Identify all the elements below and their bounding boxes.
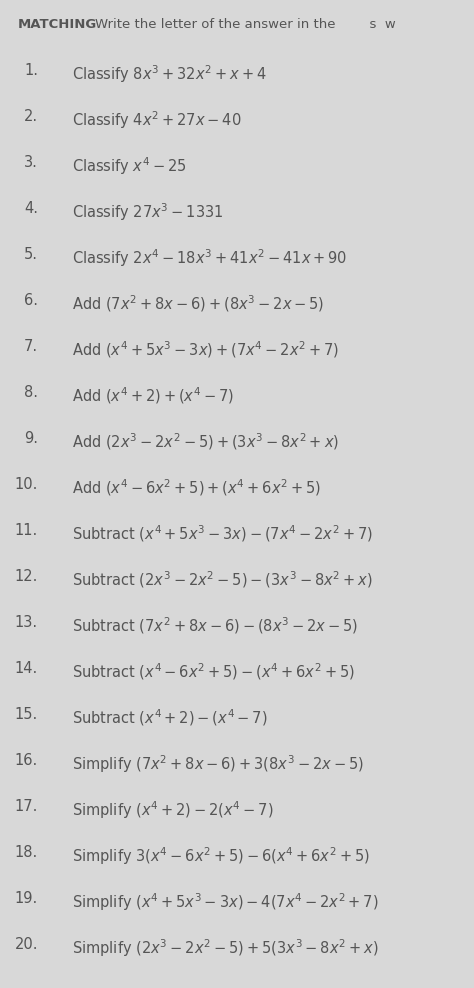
Text: 10.: 10. (15, 477, 38, 492)
Text: Classify $4x^2+27x-40$: Classify $4x^2+27x-40$ (72, 109, 241, 130)
Text: 16.: 16. (15, 753, 38, 768)
Text: Classify $2x^4-18x^3+41x^2-41x+90$: Classify $2x^4-18x^3+41x^2-41x+90$ (72, 247, 347, 269)
Text: Subtract $(x^4+5x^3-3x)-(7x^4-2x^2+7)$: Subtract $(x^4+5x^3-3x)-(7x^4-2x^2+7)$ (72, 523, 373, 543)
Text: Classify $x^4-25$: Classify $x^4-25$ (72, 155, 187, 177)
Text: Classify $8x^3+32x^2+x+4$: Classify $8x^3+32x^2+x+4$ (72, 63, 266, 85)
Text: 5.: 5. (24, 247, 38, 262)
Text: 20.: 20. (15, 937, 38, 952)
Text: 13.: 13. (15, 615, 38, 630)
Text: Add $(x^4+5x^3-3x)+(7x^4-2x^2+7)$: Add $(x^4+5x^3-3x)+(7x^4-2x^2+7)$ (72, 339, 339, 360)
Text: 19.: 19. (15, 891, 38, 906)
Text: Add $(x^4+2)+(x^4-7)$: Add $(x^4+2)+(x^4-7)$ (72, 385, 234, 406)
Text: 15.: 15. (15, 707, 38, 722)
Text: 3.: 3. (24, 155, 38, 170)
Text: Add $(x^4-6x^2+5)+(x^4+6x^2+5)$: Add $(x^4-6x^2+5)+(x^4+6x^2+5)$ (72, 477, 321, 498)
Text: Simplify $3(x^4-6x^2+5)-6(x^4+6x^2+5)$: Simplify $3(x^4-6x^2+5)-6(x^4+6x^2+5)$ (72, 845, 370, 866)
Text: Subtract $(7x^2+8x-6)-(8x^3-2x-5)$: Subtract $(7x^2+8x-6)-(8x^3-2x-5)$ (72, 615, 358, 635)
Text: 4.: 4. (24, 201, 38, 216)
Text: Classify $27x^3-1331$: Classify $27x^3-1331$ (72, 201, 224, 222)
Text: 9.: 9. (24, 431, 38, 446)
Text: MATCHING: MATCHING (18, 18, 97, 31)
Text: Subtract $(2x^3-2x^2-5)-(3x^3-8x^2+x)$: Subtract $(2x^3-2x^2-5)-(3x^3-8x^2+x)$ (72, 569, 373, 590)
Text: Simplify $(2x^3-2x^2-5)+5(3x^3-8x^2+x)$: Simplify $(2x^3-2x^2-5)+5(3x^3-8x^2+x)$ (72, 937, 379, 958)
Text: 17.: 17. (15, 799, 38, 814)
Text: 12.: 12. (15, 569, 38, 584)
Text: Simplify $(x^4+5x^3-3x)-4(7x^4-2x^2+7)$: Simplify $(x^4+5x^3-3x)-4(7x^4-2x^2+7)$ (72, 891, 379, 913)
Text: Subtract $(x^4+2)-(x^4-7)$: Subtract $(x^4+2)-(x^4-7)$ (72, 707, 268, 728)
Text: 11.: 11. (15, 523, 38, 538)
Text: 8.: 8. (24, 385, 38, 400)
Text: 18.: 18. (15, 845, 38, 860)
Text: Subtract $(x^4-6x^2+5)-(x^4+6x^2+5)$: Subtract $(x^4-6x^2+5)-(x^4+6x^2+5)$ (72, 661, 355, 682)
Text: Simplify $(x^4+2)-2(x^4-7)$: Simplify $(x^4+2)-2(x^4-7)$ (72, 799, 273, 821)
Text: Simplify $(7x^2+8x-6)+3(8x^3-2x-5)$: Simplify $(7x^2+8x-6)+3(8x^3-2x-5)$ (72, 753, 364, 775)
Text: 2.: 2. (24, 109, 38, 124)
Text: Add $(7x^2+8x-6)+(8x^3-2x-5)$: Add $(7x^2+8x-6)+(8x^3-2x-5)$ (72, 293, 324, 314)
Text: Write the letter of the answer in the        s  w: Write the letter of the answer in the s … (95, 18, 396, 31)
Text: Add $(2x^3-2x^2-5)+(3x^3-8x^2+x)$: Add $(2x^3-2x^2-5)+(3x^3-8x^2+x)$ (72, 431, 339, 452)
Text: 14.: 14. (15, 661, 38, 676)
Text: 6.: 6. (24, 293, 38, 308)
Text: 7.: 7. (24, 339, 38, 354)
Text: 1.: 1. (24, 63, 38, 78)
